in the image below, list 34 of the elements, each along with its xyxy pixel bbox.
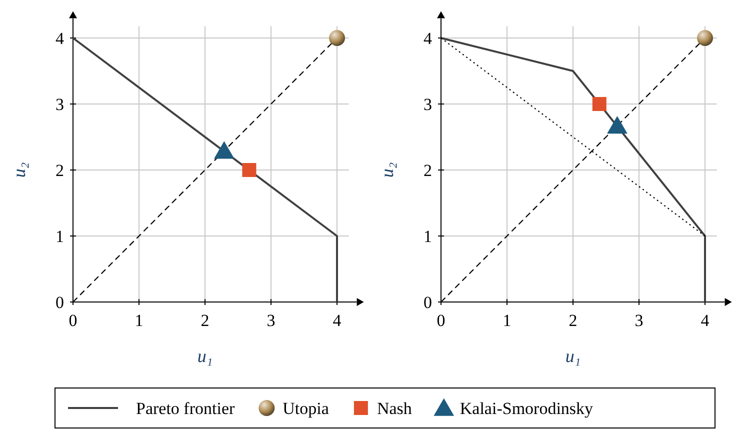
y-tick-label: 3 [56, 95, 64, 114]
x-tick-label: 4 [332, 311, 342, 330]
x-axis-title: u₁ [197, 346, 213, 366]
y-axis-title: u₂ [377, 162, 397, 178]
x-tick-label: 4 [700, 311, 710, 330]
legend-label: Pareto frontier [136, 399, 235, 418]
y-tick-label: 3 [424, 95, 432, 114]
y-tick-label: 2 [424, 161, 432, 180]
point [329, 30, 345, 46]
y-tick-label: 1 [56, 227, 64, 246]
y-tick-label: 1 [424, 227, 432, 246]
legend-label: Kalai-Smorodinsky [460, 399, 594, 418]
point [592, 97, 606, 111]
x-tick-label: 0 [68, 311, 78, 330]
x-tick-label: 1 [134, 311, 144, 330]
y-tick-label: 0 [56, 293, 64, 312]
point [214, 141, 234, 159]
legend-label: Nash [376, 399, 412, 418]
y-tick-label: 4 [56, 29, 64, 48]
y-tick-label: 2 [56, 161, 64, 180]
x-tick-label: 3 [266, 311, 276, 330]
x-tick-label: 2 [568, 311, 578, 330]
x-tick-label: 3 [634, 311, 644, 330]
y-axis-title: u₂ [9, 162, 29, 178]
y-tick-label: 0 [424, 293, 432, 312]
x-tick-label: 0 [436, 311, 446, 330]
x-tick-label: 2 [200, 311, 210, 330]
y-tick-label: 4 [424, 29, 432, 48]
point [607, 116, 628, 134]
point [242, 163, 256, 177]
point [697, 30, 713, 46]
legend-label: Utopia [282, 399, 330, 418]
x-tick-label: 1 [502, 311, 512, 330]
x-axis-title: u₁ [565, 346, 581, 366]
